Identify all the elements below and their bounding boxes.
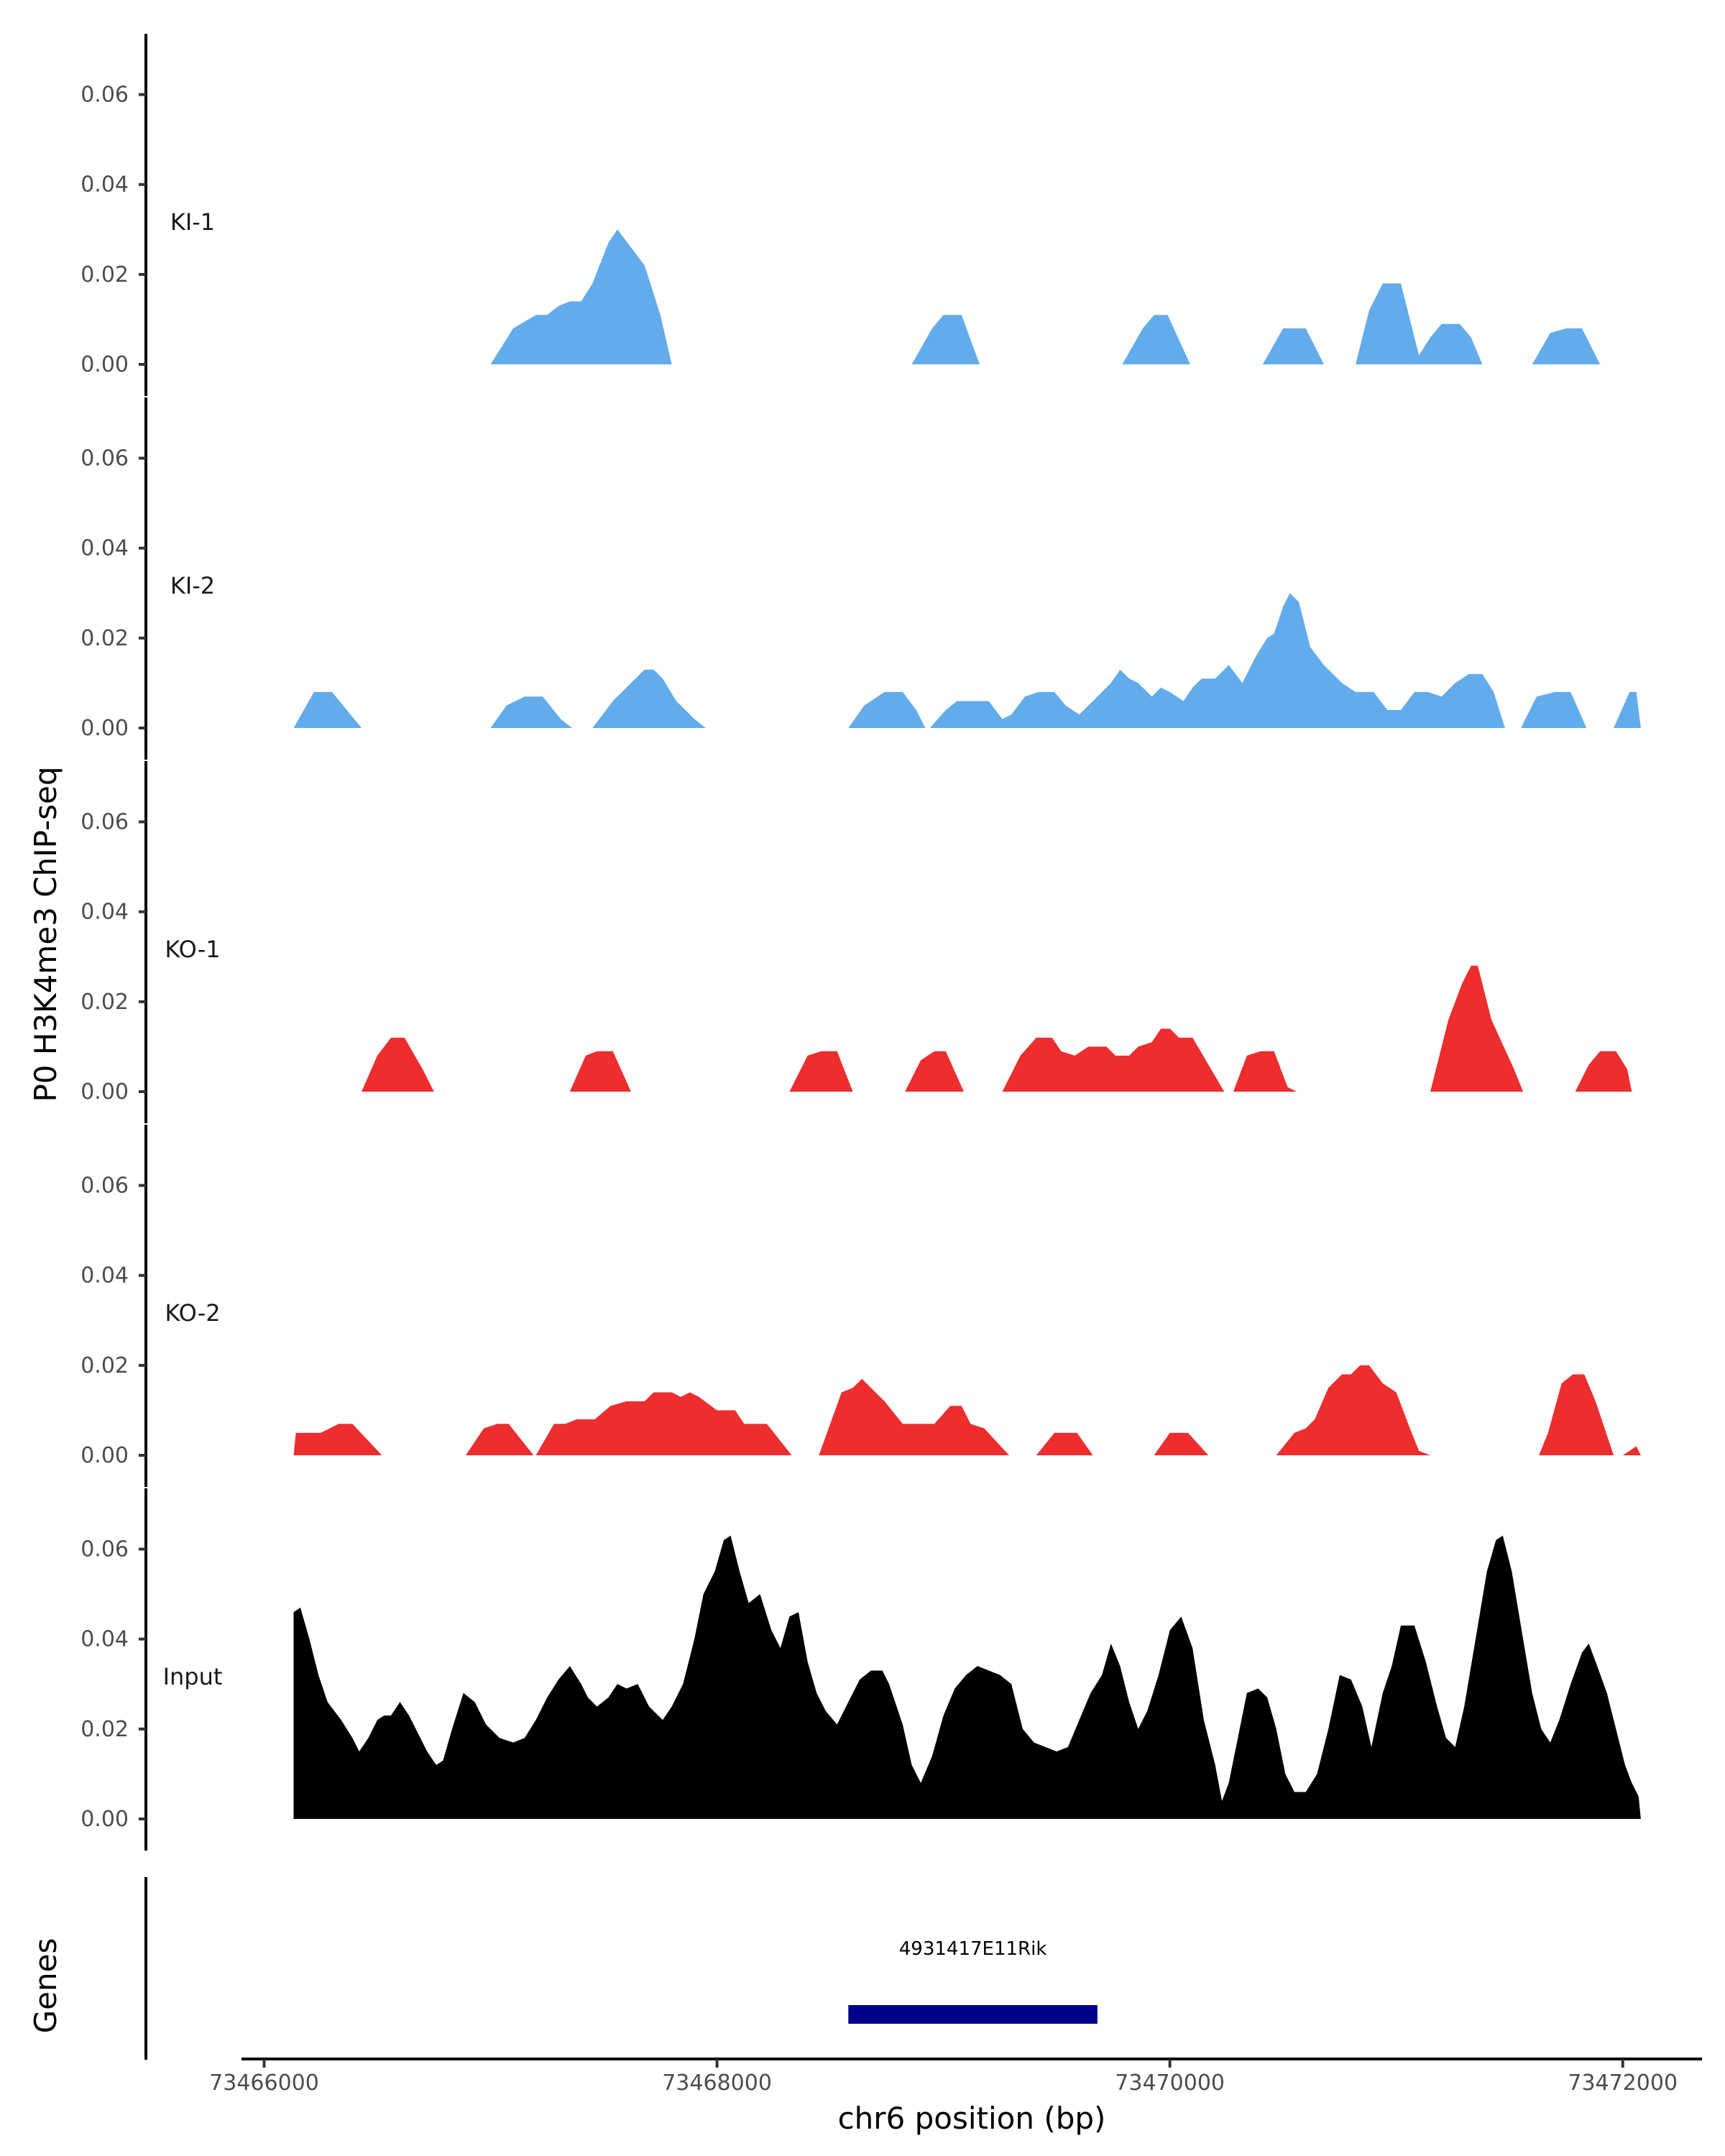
y-tick-label-ko-2: 0.00 — [80, 1443, 129, 1468]
y-tick-label-ko-1: 0.00 — [80, 1079, 129, 1105]
genes-track-title: Genes — [28, 1938, 63, 2034]
x-axis: 73466000 73468000 73470000 73472000 chr6 po… — [209, 2058, 1702, 2136]
y-tick-label-ki-1: 0.02 — [80, 262, 129, 287]
x-tick-label: 73472000 — [1568, 2070, 1678, 2096]
track-ko-2: 0.00 0.02 0.04 0.06 KO-2 — [80, 1125, 1641, 1487]
gene-bar-4931417e11rik — [848, 2005, 1098, 2024]
y-tick-label-ko-1: 0.06 — [80, 810, 129, 835]
x-axis-title: chr6 position (bp) — [838, 2101, 1106, 2136]
track-panels: 0.00 0.02 0.04 0.06 KI-1 0.00 0.02 0.04 0.06 KI-2… — [80, 34, 1641, 1851]
x-tick-label: 73470000 — [1115, 2070, 1225, 2096]
y-tick-label-ko-1: 0.02 — [80, 990, 129, 1015]
y-tick-label-ki-1: 0.06 — [80, 83, 129, 108]
y-tick-label-input: 0.04 — [80, 1627, 129, 1652]
signal-area-ki-1 — [490, 229, 1601, 364]
track-label-ko-2: KO-2 — [165, 1299, 220, 1327]
y-tick-label-ki-2: 0.02 — [80, 626, 129, 651]
gene-items: 4931417E11Rik — [848, 1938, 1098, 2024]
y-tick-label-ki-2: 0.00 — [80, 716, 129, 741]
y-tick-label-ki-1: 0.00 — [80, 352, 129, 377]
track-ki-1: 0.00 0.02 0.04 0.06 KI-1 — [80, 34, 1601, 396]
track-input: 0.00 0.02 0.04 0.06 Input — [80, 1488, 1641, 1851]
y-tick-label-ko-2: 0.04 — [80, 1263, 129, 1289]
y-tick-label-ko-2: 0.02 — [80, 1353, 129, 1378]
y-tick-label-ko-2: 0.06 — [80, 1174, 129, 1199]
x-tick-label: 73468000 — [662, 2070, 772, 2096]
signal-area-ki-2 — [293, 593, 1641, 728]
y-tick-label-ko-1: 0.04 — [80, 900, 129, 925]
y-axis-title: P0 H3K4me3 ChIP-seq — [28, 766, 63, 1102]
signal-area-ko-2 — [293, 1365, 1641, 1455]
genes-panel: Genes 4931417E11Rik — [28, 1877, 1098, 2060]
x-tick-label: 73466000 — [209, 2070, 319, 2096]
track-label-ko-1: KO-1 — [165, 936, 220, 963]
y-tick-label-input: 0.00 — [80, 1807, 129, 1832]
gene-label-4931417e11rik: 4931417E11Rik — [899, 1938, 1047, 1960]
y-tick-label-ki-1: 0.04 — [80, 172, 129, 198]
signal-area-input — [293, 1535, 1641, 1819]
x-axis-ticks: 73466000 73468000 73470000 73472000 — [209, 2059, 1678, 2096]
track-ki-2: 0.00 0.02 0.04 0.06 KI-2 — [80, 397, 1641, 760]
track-ko-1: 0.00 0.02 0.04 0.06 KO-1 — [80, 761, 1632, 1123]
track-label-input: Input — [163, 1663, 223, 1690]
y-tick-label-input: 0.06 — [80, 1537, 129, 1562]
y-tick-label-ki-2: 0.06 — [80, 446, 129, 471]
signal-area-ko-1 — [362, 965, 1632, 1092]
y-tick-label-ki-2: 0.04 — [80, 536, 129, 561]
track-label-ki-1: KI-1 — [170, 208, 215, 236]
y-tick-label-input: 0.02 — [80, 1717, 129, 1742]
track-label-ki-2: KI-2 — [170, 572, 215, 599]
